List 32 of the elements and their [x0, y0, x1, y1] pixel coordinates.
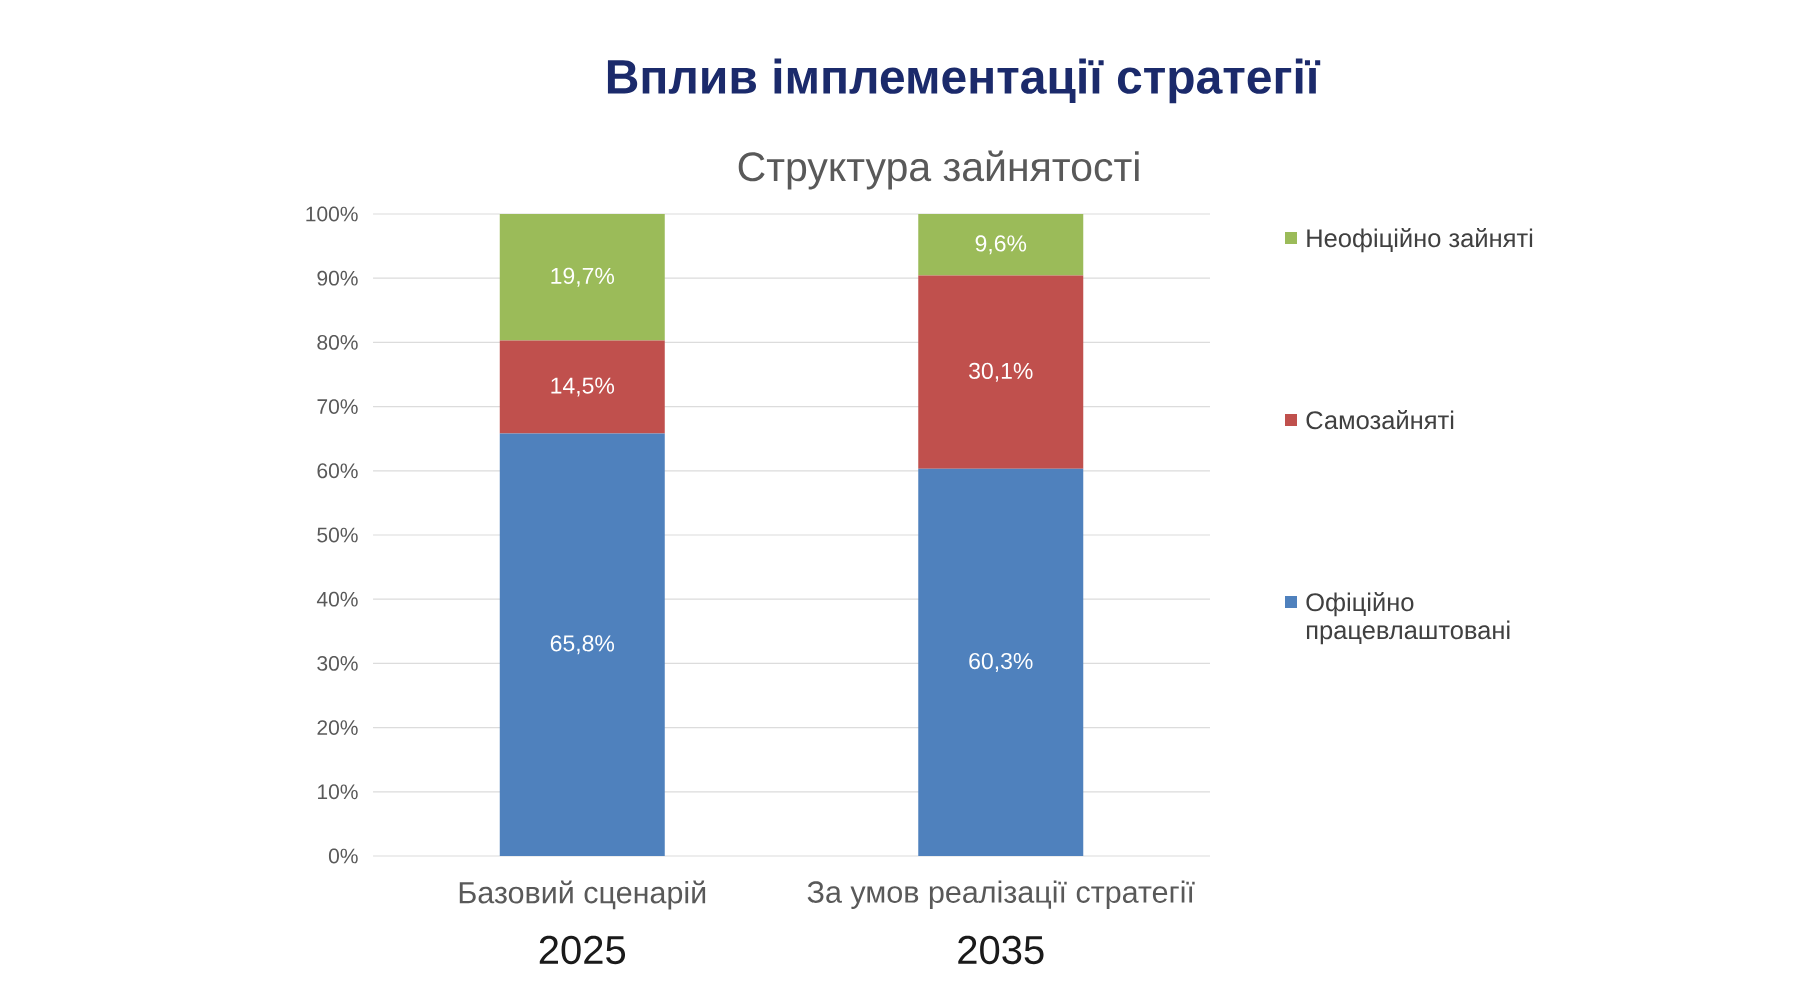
y-tick-label: 0%: [328, 848, 358, 864]
bar: [918, 213, 1084, 276]
bar: [918, 468, 1084, 856]
text: 2025: [539, 935, 626, 965]
data-label: 9,6%: [975, 235, 1027, 255]
y-tick-label: 90%: [317, 270, 358, 286]
chart-subtitle: Структура зайнятості: [738, 150, 1139, 190]
data-label: 19,7%: [551, 267, 615, 287]
y-tick-label: 40%: [316, 591, 358, 607]
y-tick-label: 70%: [317, 399, 358, 415]
y-tick-label: 100%: [306, 206, 358, 222]
x-tick-label: За умов реалізації стратегії: [807, 880, 1195, 909]
y-tick-label: 80%: [317, 334, 358, 350]
data-label: 65,8%: [550, 635, 615, 655]
text: 2035: [958, 935, 1044, 965]
bar: [499, 213, 665, 341]
legend-label: Самозайняті: [1306, 410, 1454, 430]
data-label: 30,1%: [969, 362, 1033, 382]
legend-label: Неофіційно зайняті: [1307, 228, 1533, 253]
data-label: 60,3%: [969, 652, 1033, 672]
x-tick-label: Базовий сценарій: [459, 880, 706, 910]
data-label: 14,5%: [551, 377, 615, 397]
y-tick-label: 60%: [317, 463, 358, 479]
y-tick-label: 20%: [317, 720, 358, 736]
bar: [499, 340, 665, 434]
chart-title: Вплив імплементації стратегії: [607, 58, 1321, 104]
y-tick-label: 10%: [318, 784, 358, 800]
legend-label: Офіційно працевлаштовані: [1306, 592, 1510, 645]
bar: [499, 433, 665, 856]
y-tick-label: 50%: [317, 527, 358, 543]
bar: [918, 275, 1084, 469]
y-tick-label: 30%: [317, 655, 358, 671]
